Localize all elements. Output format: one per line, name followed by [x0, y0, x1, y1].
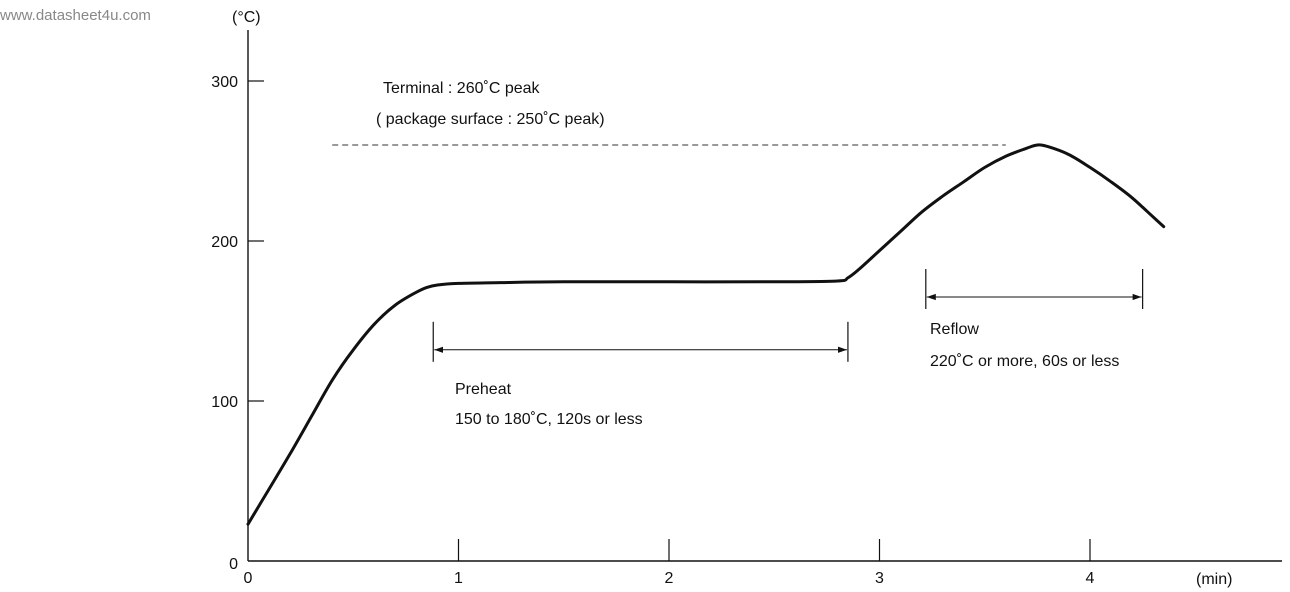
reflow-detail: 220˚C or more, 60s or less	[930, 353, 1119, 370]
peak-annotation-line1: Terminal : 260˚C peak	[383, 80, 541, 97]
watermark-text: www.datasheet4u.com	[0, 7, 151, 24]
preheat-title: Preheat	[455, 381, 512, 398]
x-tick-label: 1	[454, 570, 463, 587]
x-tick-label: 2	[665, 570, 674, 587]
x-tick-label: 3	[875, 570, 884, 587]
range-brackets	[432, 269, 1144, 362]
peak-annotation-line2: ( package surface : 250˚C peak)	[376, 111, 605, 128]
y-tick-label: 0	[229, 556, 238, 573]
y-tick-label: 100	[211, 394, 238, 411]
y-axis-label: (°C)	[232, 9, 261, 26]
y-ticks: 0 100 200 300	[211, 74, 264, 573]
preheat-detail: 150 to 180˚C, 120s or less	[455, 411, 643, 428]
x-axis-label: (min)	[1196, 571, 1232, 588]
reflow-title: Reflow	[930, 321, 979, 338]
x-tick-label: 4	[1086, 570, 1095, 587]
y-tick-label: 200	[211, 234, 238, 251]
temperature-profile-line	[246, 143, 1166, 526]
x-tick-label: 0	[244, 570, 253, 587]
x-ticks: 0 1 2 3 4	[244, 539, 1095, 587]
y-label-mask	[230, 4, 268, 26]
y-tick-label: 300	[211, 74, 238, 91]
